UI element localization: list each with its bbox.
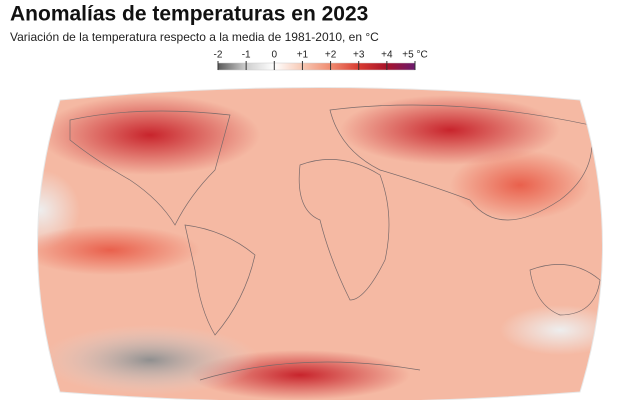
- subtitle: Variación de la temperatura respecto a l…: [10, 30, 379, 44]
- anomaly-area: [40, 95, 260, 175]
- legend-tick-label: -1: [242, 50, 251, 61]
- anomaly-area: [37, 225, 200, 275]
- legend-tick-label: -2: [214, 50, 223, 61]
- title: Anomalías de temperaturas en 2023: [10, 3, 368, 26]
- legend-tick-label: +5 °C: [402, 50, 427, 61]
- legend-tick-label: +2: [325, 50, 337, 61]
- color-scale: [217, 62, 416, 71]
- legend-tick-label: +3: [353, 50, 365, 61]
- legend-tick-label: +1: [297, 50, 309, 61]
- map: [37, 87, 603, 400]
- color-legend: -2 -1 0 +1 +2 +3 +4 +5 °C: [214, 50, 428, 71]
- anomaly-area: [500, 305, 603, 355]
- anomaly-area: [450, 150, 590, 220]
- coastlines: [69, 104, 601, 381]
- legend-tick-label: +4: [381, 50, 393, 61]
- legend-tick-label: 0: [272, 50, 278, 61]
- map-outline: [37, 87, 603, 400]
- anomaly-area: [40, 325, 260, 395]
- anomaly-area: [340, 95, 560, 165]
